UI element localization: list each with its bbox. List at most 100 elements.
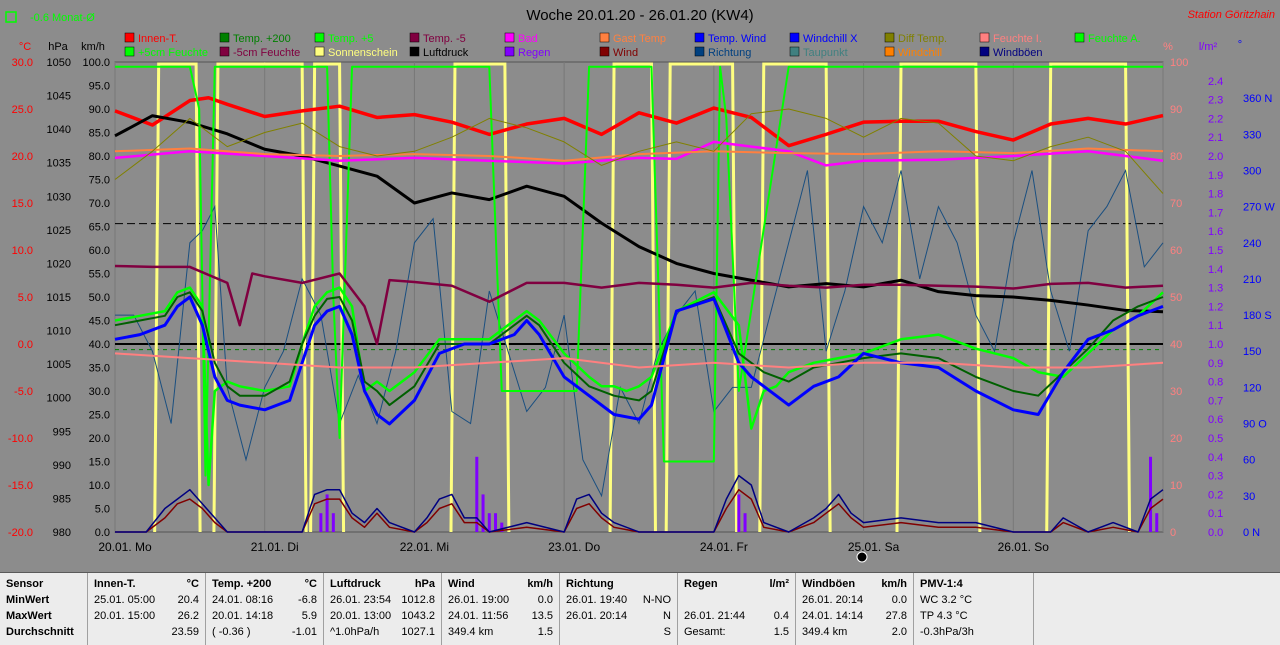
wind-tick-label: 50.0	[89, 292, 110, 304]
stats-header-unit: km/h	[527, 578, 553, 590]
legend-label: Diff Temp.	[898, 33, 947, 45]
wind-tick-label: 60.0	[89, 245, 110, 257]
legend-swatch	[314, 32, 325, 43]
legend-swatch	[219, 32, 230, 43]
stats-row: 24.01. 14:14 27.8	[802, 609, 907, 624]
legend-label: Luftdruck	[423, 47, 469, 59]
direction-tick-label: 150	[1243, 346, 1261, 358]
stats-header: Wind km/h	[448, 577, 553, 592]
temp-tick-label: -20.0	[8, 527, 33, 539]
stats-row	[684, 593, 789, 608]
stats-row: 23.59	[94, 625, 199, 640]
stats-row: ^1.0hPa/h 1027.1	[330, 625, 435, 640]
pressure-tick-label: 985	[53, 493, 71, 505]
stats-column: PMV-1:4 WC 3.2 °C TP 4.3 °C -0.3hPa/3h	[914, 573, 1034, 645]
sunshine-mark	[449, 62, 511, 533]
legend-swatch	[884, 32, 895, 43]
legend-swatch	[979, 32, 990, 43]
stats-header: Luftdruck hPa	[330, 577, 435, 592]
rain-tick-label: 1.9	[1208, 170, 1223, 182]
legend-label: Windböen	[993, 47, 1043, 59]
wind-tick-label: 55.0	[89, 269, 110, 281]
direction-tick-label: 30	[1243, 491, 1255, 503]
stats-cell-time: 26.01. 19:40	[566, 594, 628, 606]
humidity-tick-label: 60	[1170, 245, 1182, 257]
humidity-tick-label: 40	[1170, 339, 1182, 351]
legend-swatch	[409, 46, 420, 57]
pressure-tick-label: 1020	[47, 258, 71, 270]
stats-header-name: Luftdruck	[330, 578, 381, 590]
stats-header-name: Richtung	[566, 578, 614, 590]
sunshine-mark	[608, 62, 657, 533]
pressure-tick-label: 1040	[47, 124, 71, 136]
stats-row: 349.4 km 2.0	[802, 625, 907, 640]
wind-tick-label: 95.0	[89, 81, 110, 93]
plot-area	[114, 61, 1164, 533]
series-line	[114, 291, 1164, 407]
temp-tick-label: -5.0	[14, 386, 33, 398]
rain-bar	[494, 513, 498, 532]
wind-tick-label: 85.0	[89, 128, 110, 140]
wind-tick-label: 90.0	[89, 104, 110, 116]
legend-swatch	[124, 32, 135, 43]
sunshine-mark	[1045, 62, 1132, 533]
stats-row: 26.01. 19:00 0.0	[448, 593, 553, 608]
stats-header: Sensor	[6, 577, 81, 592]
stats-header-name: Windböen	[802, 578, 856, 590]
stats-row: TP 4.3 °C	[920, 609, 1027, 624]
stats-cell-value: 1.5	[773, 626, 789, 638]
temp-tick-label: 25.0	[12, 104, 33, 116]
unit-wind: km/h	[81, 41, 105, 53]
unit-pressure: hPa	[48, 41, 68, 53]
stats-row-label: Durchschnitt	[6, 626, 74, 638]
wind-tick-label: 20.0	[89, 433, 110, 445]
checkbox-icon[interactable]	[5, 11, 17, 23]
stats-row: 26.01. 20:14 N	[566, 609, 671, 624]
stats-cell-value: 2.0	[891, 626, 907, 638]
direction-tick-label: 240	[1243, 238, 1261, 250]
rain-bar	[500, 522, 504, 532]
stats-cell-time: WC 3.2 °C	[920, 594, 973, 606]
stats-header-unit: °C	[186, 578, 199, 590]
legend: Innen-T. Temp. +200 Temp. +5 Temp. -5 Bad Gas…	[124, 32, 1141, 59]
pressure-tick-label: 1010	[47, 326, 71, 338]
stats-header: Innen-T. °C	[94, 577, 199, 592]
stats-row: WC 3.2 °C	[920, 593, 1027, 608]
sunshine-mark	[212, 62, 308, 533]
stats-column: Wind km/h 26.01. 19:00 0.0 24.01. 11:56 13.5 3…	[442, 573, 560, 645]
rain-bar	[1149, 456, 1153, 532]
weather-chart: -0.6 Monat-Ø Woche 20.01.20 - 26.01.20 (…	[5, 7, 1276, 563]
legend-label: Feuchte I.	[993, 33, 1042, 45]
humidity-tick-label: 30	[1170, 386, 1182, 398]
stats-header: Regen l/m²	[684, 577, 789, 592]
legend-label: Temp. +5	[328, 33, 374, 45]
rain-tick-label: 2.0	[1208, 151, 1223, 163]
stats-cell-value: 1012.8	[401, 594, 435, 606]
humidity-tick-label: 70	[1170, 198, 1182, 210]
direction-tick-label: 0 N	[1243, 527, 1260, 539]
pressure-tick-label: 980	[53, 527, 71, 539]
stats-cell-time: 25.01. 05:00	[94, 594, 156, 606]
stats-row: 25.01. 05:00 20.4	[94, 593, 199, 608]
stats-cell-time: 26.01. 23:54	[330, 594, 392, 606]
stats-row: 26.01. 20:14 0.0	[802, 593, 907, 608]
stats-cell-time: TP 4.3 °C	[920, 610, 968, 622]
legend-label: Feuchte A.	[1088, 33, 1141, 45]
direction-tick-label: 270 W	[1243, 202, 1275, 214]
legend-swatch	[504, 46, 515, 57]
pressure-tick-label: 995	[53, 426, 71, 438]
wind-tick-label: 70.0	[89, 198, 110, 210]
pressure-tick-label: 1050	[47, 57, 71, 69]
stats-header-unit: hPa	[414, 578, 435, 590]
pressure-tick-label: 1000	[47, 393, 71, 405]
stats-row-label: MaxWert	[6, 610, 52, 622]
direction-tick-label: 180 S	[1243, 310, 1272, 322]
stats-cell-time: 349.4 km	[448, 626, 494, 638]
sunshine-mark	[309, 62, 346, 533]
stats-row: 24.01. 08:16 -6.8	[212, 593, 317, 608]
legend-label: +5cm Feuchte	[138, 47, 208, 59]
month-average: -0.6 Monat-Ø	[30, 12, 95, 24]
rain-tick-label: 0.3	[1208, 471, 1223, 483]
stats-cell-time: ( -0.36 )	[212, 626, 251, 638]
rain-tick-label: 0.1	[1208, 508, 1223, 520]
